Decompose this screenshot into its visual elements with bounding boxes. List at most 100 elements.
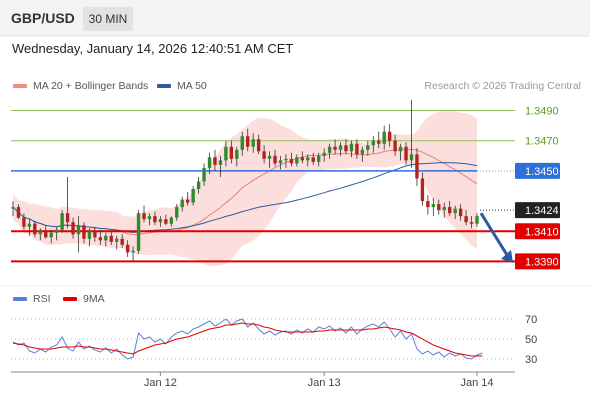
candle [71, 222, 75, 235]
level-label: 1.3470 [525, 136, 559, 148]
legend-ma20: MA 20 + Bollinger Bands [13, 80, 148, 92]
candle [355, 143, 359, 155]
candle [278, 160, 283, 164]
candle [371, 140, 375, 146]
candle [311, 157, 315, 162]
candle [409, 154, 414, 161]
current-price-label: 1.3424 [525, 205, 559, 217]
projection-arrow-shaft [479, 212, 509, 256]
candle [175, 207, 179, 218]
candle [147, 216, 152, 220]
legend-9ma: 9MA [63, 293, 105, 305]
candle [469, 222, 474, 224]
level-label-box [515, 162, 560, 179]
candle [191, 189, 195, 203]
candle [387, 131, 392, 141]
candle [27, 223, 32, 227]
candle [22, 217, 26, 227]
x-tick-label: Jan 13 [308, 377, 341, 389]
candle [213, 157, 217, 165]
candle [229, 146, 234, 159]
candle [142, 213, 146, 220]
candle [360, 149, 365, 155]
candle [284, 158, 288, 161]
candle [458, 208, 463, 217]
legend-swatch [157, 84, 171, 89]
candle [273, 155, 277, 164]
candle [82, 225, 86, 239]
legend-swatch [63, 297, 77, 302]
rsi-tick-label: 30 [525, 354, 537, 366]
bollinger-bands [13, 110, 477, 267]
candle [60, 213, 64, 230]
candle [382, 131, 386, 144]
candle [44, 231, 48, 238]
candle [377, 140, 381, 144]
candle [16, 207, 21, 218]
candle [235, 149, 239, 159]
candle [442, 207, 446, 211]
candle [120, 238, 124, 245]
legend-swatch [13, 84, 27, 89]
candle [76, 225, 81, 235]
timeframe-button[interactable]: 30 MIN [83, 7, 133, 31]
candle [104, 235, 108, 241]
candle [420, 178, 425, 202]
candle [393, 140, 397, 152]
legend-ma50-label: MA 50 [177, 80, 207, 92]
candle [38, 231, 42, 235]
candle [158, 219, 163, 223]
candle [125, 244, 130, 253]
candle [262, 151, 266, 159]
candle [93, 231, 97, 238]
candle [426, 201, 430, 208]
legend-9ma-label: 9MA [83, 293, 105, 305]
pair-title: GBP/USD [11, 10, 75, 26]
rsi-series-9ma [12, 322, 483, 357]
candle [153, 216, 157, 223]
candle [49, 232, 53, 238]
candle [415, 154, 419, 179]
ma50-line [12, 162, 478, 234]
candle [300, 157, 305, 161]
candle [180, 199, 184, 208]
legend-rsi-label: RSI [33, 293, 51, 305]
candle [464, 216, 468, 223]
level-label-box [515, 223, 560, 240]
candle [136, 213, 141, 251]
candle [224, 146, 228, 161]
level-label-box [515, 253, 560, 270]
top-bar: GBP/USD 30 MIN [0, 0, 590, 36]
legend-rsi: RSI [13, 293, 51, 305]
candle [115, 238, 119, 242]
x-tick-label: Jan 12 [144, 377, 177, 389]
level-label: 1.3450 [525, 166, 559, 178]
candle [437, 204, 441, 211]
candle [251, 139, 255, 147]
level-label: 1.3490 [525, 106, 559, 118]
candle [267, 155, 272, 159]
current-price-box [515, 202, 560, 219]
candle [169, 217, 174, 224]
candle [256, 139, 261, 152]
candle [448, 207, 452, 214]
candle [54, 229, 59, 233]
credit-text: Research © 2026 Trading Central [424, 80, 581, 92]
candle [289, 158, 294, 164]
candle [344, 145, 348, 152]
candle [33, 223, 37, 235]
candle [475, 216, 479, 224]
candle [322, 152, 326, 156]
candle [240, 136, 244, 150]
rsi-tick-label: 50 [525, 334, 537, 346]
candle [109, 235, 113, 242]
datetime-label: Wednesday, January 14, 2026 12:40:51 AM … [12, 41, 294, 56]
candle [11, 207, 15, 209]
candle [295, 157, 299, 164]
candle [404, 146, 408, 161]
candle [98, 237, 103, 241]
candle [202, 167, 206, 182]
level-label: 1.3410 [525, 226, 559, 238]
candle [316, 155, 321, 162]
